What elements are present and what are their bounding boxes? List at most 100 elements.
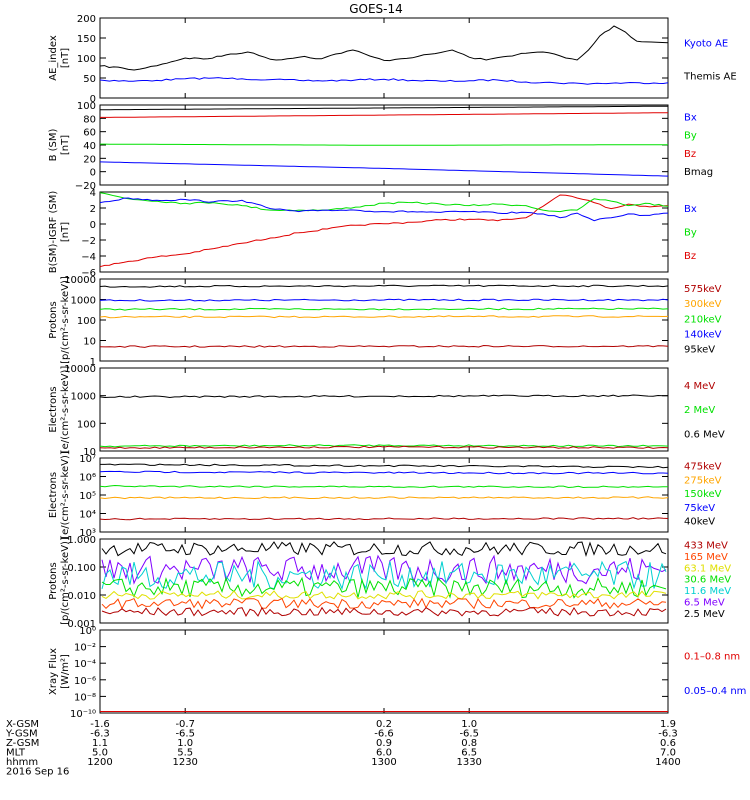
legend-11-6-mev: 11.6 MeV <box>684 586 731 597</box>
panel-3: −6 −4 −2 0 2 4 B(SM)-IGRF (SM) [nT] Bx By Bz <box>48 188 697 279</box>
x-tick-label: 1.9 <box>660 719 676 730</box>
y-tick-label: 1000 <box>71 296 96 307</box>
y-tick-label: 0.010 <box>67 591 96 602</box>
legend-150kev: 150keV <box>684 489 722 500</box>
series-kyoto-ae <box>99 77 669 85</box>
y-tick-label: 10⁻⁸ <box>74 692 96 703</box>
y-tick-label: 20 <box>83 154 96 165</box>
series-30-6-mev <box>101 576 667 599</box>
y-tick-label: 0.001 <box>67 619 96 630</box>
y-tick-label: 4 <box>90 188 96 199</box>
y-axis-unit: [nT] <box>60 135 71 155</box>
x-tick-label: 0.2 <box>376 719 392 730</box>
figure-title: GOES-14 <box>349 2 403 16</box>
series-40kev <box>100 463 669 469</box>
x-tick-label: 1.1 <box>92 738 108 749</box>
series-95kev <box>99 284 669 288</box>
x-row-label: Z-GSM <box>6 738 39 749</box>
y-tick-label: −4 <box>81 252 96 263</box>
legend-bmag: Bmag <box>684 167 713 178</box>
panel-frame <box>99 629 669 714</box>
series-433-mev <box>101 606 667 617</box>
y-tick-label: −20 <box>75 181 96 192</box>
legend-4-mev: 4 MeV <box>684 381 715 392</box>
series-2-mev <box>99 444 669 448</box>
x-tick-label: -6.3 <box>658 729 678 740</box>
series-bz <box>99 194 669 268</box>
y-axis-unit: [p/(cm²-s-sr-keV)] <box>60 276 71 364</box>
x-tick-label: 6.0 <box>376 748 392 759</box>
x-tick-label: 0.6 <box>660 738 676 749</box>
y-tick-label: 2 <box>90 204 96 215</box>
x-row-label: Y-GSM <box>5 729 38 740</box>
x-axis-labels: X-GSM -1.6 -0.7 0.2 1.0 1.9 Y-GSM -6.3 -6.5 -6.6 -… <box>5 719 681 778</box>
legend-433-mev: 433 MeV <box>684 541 728 552</box>
y-tick-label: 0.100 <box>67 563 96 574</box>
x-tick-label: -6.5 <box>459 729 479 740</box>
y-axis-label: Electrons <box>48 386 59 432</box>
y-tick-label: 10 <box>83 447 96 458</box>
y-tick-label: 10000 <box>64 364 96 375</box>
x-tick-label: -6.6 <box>374 729 394 740</box>
legend-165-mev: 165 MeV <box>684 552 728 563</box>
legend-bx: Bx <box>684 204 697 215</box>
y-tick-label: 10⁻⁴ <box>74 659 96 670</box>
y-tick-label: 80 <box>83 114 96 125</box>
x-tick-label: -6.5 <box>175 729 195 740</box>
legend-275kev: 275keV <box>684 475 722 486</box>
y-tick-label: −6 <box>81 268 96 279</box>
legend-140kev: 140keV <box>684 329 722 340</box>
x-tick-label: 0.8 <box>461 738 477 749</box>
x-tick-label: -6.3 <box>90 729 110 740</box>
legend-kyoto-ae: Kyoto AE <box>684 38 728 49</box>
legend-30-6-mev: 30.6 MeV <box>684 575 731 586</box>
y-axis-label: B (SM) <box>48 128 59 161</box>
x-tick-label: 0.9 <box>376 738 392 749</box>
y-axis-label: Protons <box>48 301 59 338</box>
series-bx <box>99 197 669 222</box>
legend-bx: Bx <box>684 112 697 123</box>
series-275kev <box>99 496 669 500</box>
y-tick-label: 10⁻⁶ <box>74 676 96 687</box>
panel-frame <box>99 457 669 533</box>
series-by <box>99 192 669 213</box>
y-axis-label: Electrons <box>48 472 59 518</box>
legend-0-1-0-8-nm: 0.1–0.8 nm <box>684 651 740 662</box>
y-tick-label: 0 <box>90 220 96 231</box>
legend-2-mev: 2 MeV <box>684 405 715 416</box>
legend-by: By <box>684 228 697 239</box>
x-tick-label: 1200 <box>87 757 112 768</box>
y-tick-label: 1000 <box>71 392 96 403</box>
y-tick-label: 10³ <box>79 528 96 539</box>
panel-frame <box>99 278 669 362</box>
panel-1: 0 50 100 150 200 AE_index [nT] Kyoto AE Themis A… <box>48 14 737 105</box>
panel-6: 10³ 10⁴ 10⁵ 10⁶ 10⁷ Electrons [e/(cm²-s-sr-keV… <box>48 451 722 539</box>
series-11-6-mev <box>101 559 667 591</box>
y-axis-unit: [e/(cm²-s-sr-keV)] <box>60 451 71 539</box>
legend-300kev: 300keV <box>684 299 722 310</box>
y-tick-label: 100 <box>77 54 96 65</box>
y-tick-label: 10⁵ <box>79 491 96 502</box>
x-row-label: MLT <box>6 748 26 759</box>
y-tick-label: 50 <box>83 74 96 85</box>
y-tick-label: 60 <box>83 128 96 139</box>
series-0-6-mev <box>99 394 669 399</box>
x-tick-label: 6.5 <box>461 748 477 759</box>
y-tick-label: 1.000 <box>67 535 96 546</box>
y-tick-label: 0 <box>90 168 96 179</box>
x-tick-label: 1330 <box>456 757 481 768</box>
series-bmag <box>100 105 668 111</box>
panel-frame <box>99 367 669 452</box>
y-axis-label: B(SM)-IGRF (SM) <box>48 191 59 274</box>
panel-5: 10 100 1000 10000 Electrons [e/(cm²-s-sr-keV)… <box>48 364 725 458</box>
series-140kev <box>99 298 669 302</box>
y-tick-label: 150 <box>77 34 96 45</box>
y-tick-label: 100 <box>77 419 96 430</box>
legend-0-6-mev: 0.6 MeV <box>684 430 725 441</box>
series-by <box>100 143 668 146</box>
series-bx <box>99 161 669 177</box>
series-165-mev <box>101 597 667 610</box>
y-axis-label: AE_index <box>48 35 59 81</box>
